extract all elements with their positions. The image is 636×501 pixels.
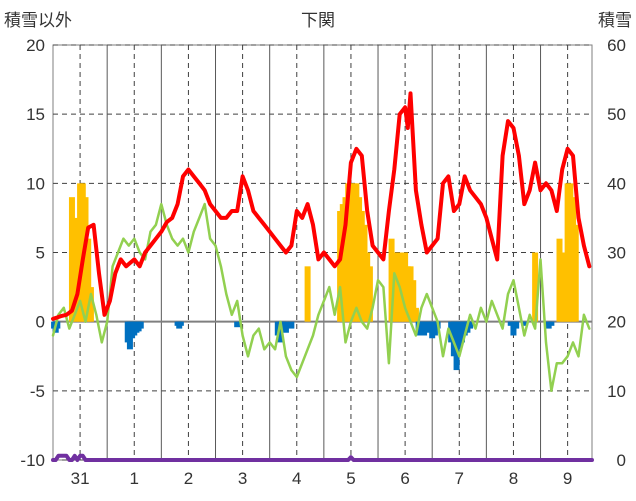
left-tick-label: 0 xyxy=(36,313,45,332)
bar-series xyxy=(51,183,579,371)
x-tick-label: 1 xyxy=(130,469,139,488)
left-axis-label: 積雪以外 xyxy=(4,11,72,30)
left-tick-label: -10 xyxy=(20,451,45,470)
right-tick-label: 60 xyxy=(607,36,626,55)
blue-bar xyxy=(54,321,61,329)
left-tick-label: 5 xyxy=(36,244,45,263)
x-tick-label: 31 xyxy=(71,469,90,488)
purple-series-line xyxy=(51,453,594,462)
blue-bar xyxy=(277,321,284,343)
blue-bar xyxy=(513,321,520,329)
orange-bar xyxy=(572,224,579,322)
right-axis-label: 積雪 xyxy=(598,11,632,30)
line-series xyxy=(51,91,594,462)
orange-bar xyxy=(85,238,92,322)
x-tick-label: 9 xyxy=(563,469,572,488)
orange-bar xyxy=(366,266,373,322)
blue-bar xyxy=(467,321,474,329)
x-tick-label: 6 xyxy=(400,469,409,488)
right-tick-label: 20 xyxy=(607,313,626,332)
tick-labels: 20 60 15 50 10 40 5 30 0 20 -5 10 -10 0 31 1 2 3 4 5 6 7 8 9 xyxy=(20,36,626,488)
right-tick-label: 40 xyxy=(607,174,626,193)
blue-bar xyxy=(234,321,241,328)
orange-bar xyxy=(410,280,417,322)
right-tick-label: 30 xyxy=(607,244,626,263)
red-series-line xyxy=(51,91,592,321)
orange-bar xyxy=(87,287,94,322)
left-tick-label: 10 xyxy=(26,174,45,193)
left-tick-label: 15 xyxy=(26,105,45,124)
left-tick-label: 20 xyxy=(26,36,45,55)
right-tick-label: 10 xyxy=(607,382,626,401)
blue-bar xyxy=(282,321,289,333)
right-tick-label: 0 xyxy=(617,451,626,470)
blue-bar xyxy=(521,321,528,326)
x-tick-label: 4 xyxy=(292,469,301,488)
x-tick-label: 5 xyxy=(346,469,355,488)
x-tick-label: 2 xyxy=(184,469,193,488)
blue-bar xyxy=(137,321,144,329)
x-tick-label: 8 xyxy=(509,469,518,488)
x-tick-label: 7 xyxy=(455,469,464,488)
x-tick-label: 3 xyxy=(238,469,247,488)
blue-bar xyxy=(548,321,555,326)
chart-title: 下関 xyxy=(301,11,335,30)
blue-bar xyxy=(177,321,184,326)
blue-bar xyxy=(288,321,295,329)
orange-bar xyxy=(532,252,539,322)
orange-bar xyxy=(304,266,311,322)
orange-bar xyxy=(412,307,419,322)
right-tick-label: 50 xyxy=(607,105,626,124)
left-tick-label: -5 xyxy=(30,382,45,401)
